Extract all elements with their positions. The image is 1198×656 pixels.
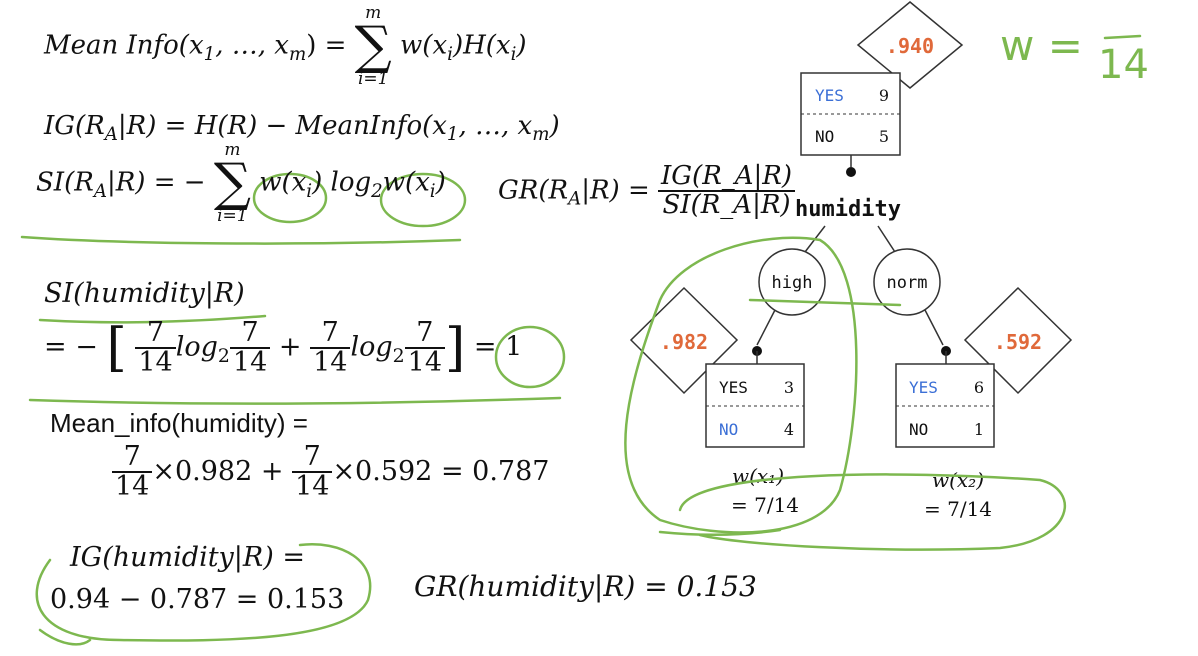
gr-formula: GR(RA|R) = IG(R_A|R) SI(R_A|R) [498,162,796,220]
svg-text:5: 5 [879,127,889,146]
branch-high-circle: high [758,248,826,316]
svg-text:norm: norm [887,273,928,293]
svg-text:NO: NO [909,420,928,439]
svg-text:YES: YES [719,378,748,397]
svg-text:9: 9 [879,86,889,105]
si-formula: SI(RA|R) = − m ∑ i=1 w(xi) log2w(xi) [36,140,446,227]
svg-text:4: 4 [784,420,794,439]
svg-text:.982: .982 [660,330,708,354]
ig-humidity-line2: 0.94 − 0.787 = 0.153 [50,584,345,615]
handwritten-w: w = [1000,21,1083,70]
green-annotations: w = 14 [20,21,1149,646]
sum-symbol: m ∑ i=1 [213,140,251,227]
norm-leaf-box: YES 6 NO 1 [895,363,995,448]
sum-symbol: m ∑ i=1 [354,3,392,90]
svg-text:.592: .592 [994,330,1042,354]
gr-humidity-result: GR(humidity|R) = 0.153 [414,570,757,603]
svg-text:1: 1 [974,420,984,439]
branch-norm-circle: norm [873,248,941,316]
si-humidity-expansion: = − [ 7 14 log2 7 14 + 7 14 log2 7 14] = 1 [44,316,523,378]
weight-x1-value: = 7/14 [731,493,799,517]
mean-info-humidity-calc: 7 14 ×0.982 + 7 14 ×0.592 = 0.787 [112,442,549,502]
root-entropy-diamond: .940 [856,1,964,89]
ig-formula: IG(RA|R) = H(R) − MeanInfo(x1, …, xm) [44,111,560,146]
svg-text:YES: YES [909,378,938,397]
svg-text:YES: YES [815,86,844,105]
high-entropy-diamond: .982 [629,286,739,395]
ig-humidity-line1: IG(humidity|R) = [70,542,305,573]
handwritten-14: 14 [1098,42,1149,88]
weight-x2-label: w(x₂) [932,468,984,492]
root-node-box: YES 9 NO 5 [800,72,901,156]
attribute-label: humidity [795,197,901,222]
mean-info-humidity-label: Mean_info(humidity) = [50,408,308,438]
si-humidity-label: SI(humidity|R) [44,278,245,309]
root-entropy-value: .940 [886,34,934,58]
high-leaf-box: YES 3 NO 4 [705,363,805,448]
norm-entropy-diamond: .592 [963,286,1073,395]
weight-x2-value: = 7/14 [924,497,992,521]
mean-info-formula: Mean Info(x1, …, xm) = m ∑ i=1 w(xi)H(xi) [44,3,527,90]
svg-text:NO: NO [719,420,738,439]
svg-text:high: high [772,273,813,293]
svg-text:3: 3 [784,378,794,397]
svg-text:NO: NO [815,127,834,146]
svg-text:6: 6 [974,378,984,397]
